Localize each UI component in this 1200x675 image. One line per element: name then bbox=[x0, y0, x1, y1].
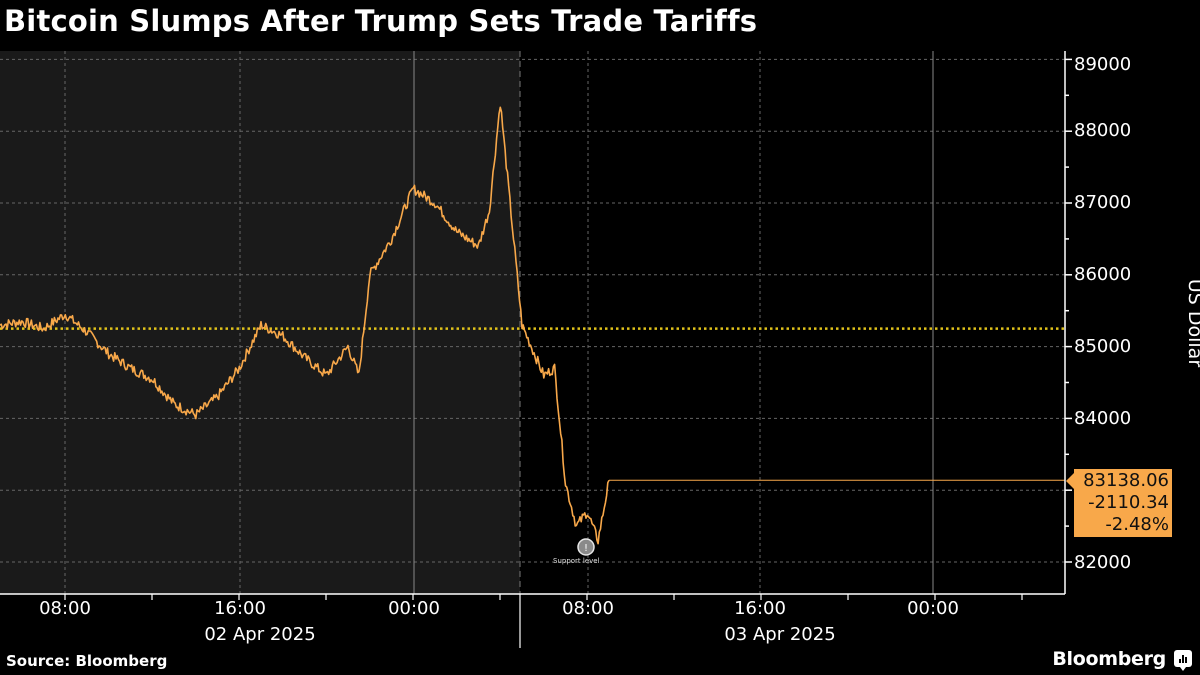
price-line bbox=[0, 106, 610, 545]
x-date-label: 03 Apr 2025 bbox=[724, 624, 836, 645]
alert-icon: ! bbox=[584, 543, 588, 554]
x-tick-label: 08:00 bbox=[39, 598, 91, 619]
y-tick-label: 87000 bbox=[1074, 192, 1132, 213]
x-tick-label: 00:00 bbox=[907, 598, 959, 619]
y-axis-label: US Dollar bbox=[1184, 278, 1200, 368]
x-date-label: 02 Apr 2025 bbox=[204, 624, 316, 645]
y-tick-label: 84000 bbox=[1074, 408, 1132, 429]
last-change: -2110.34 bbox=[1088, 492, 1169, 513]
support-level-label: Support level bbox=[553, 557, 600, 565]
y-tick-label: 85000 bbox=[1074, 336, 1132, 357]
y-tick-label: 86000 bbox=[1074, 264, 1132, 285]
x-tick-label: 00:00 bbox=[388, 598, 440, 619]
source-note: Source: Bloomberg bbox=[6, 652, 168, 670]
last-price: 83138.06 bbox=[1083, 470, 1169, 491]
last-value-badge: 83138.06 -2110.34 -2.48% bbox=[1066, 469, 1172, 537]
shaded-region bbox=[0, 51, 520, 594]
support-level-marker[interactable]: ! bbox=[577, 538, 595, 556]
chart-title: Bitcoin Slumps After Trump Sets Trade Ta… bbox=[4, 4, 758, 38]
x-tick-label: 16:00 bbox=[214, 598, 266, 619]
y-tick-label: 88000 bbox=[1074, 120, 1132, 141]
grid-lines bbox=[0, 51, 1065, 594]
x-tick-label: 08:00 bbox=[562, 598, 614, 619]
x-tick-label: 16:00 bbox=[734, 598, 786, 619]
bloomberg-chart-icon bbox=[1174, 650, 1192, 671]
y-tick-label: 89000 bbox=[1074, 54, 1132, 75]
last-change-pct: -2.48% bbox=[1105, 514, 1169, 535]
y-tick-label: 82000 bbox=[1074, 552, 1132, 573]
brand-logo-text: Bloomberg bbox=[1052, 648, 1166, 670]
